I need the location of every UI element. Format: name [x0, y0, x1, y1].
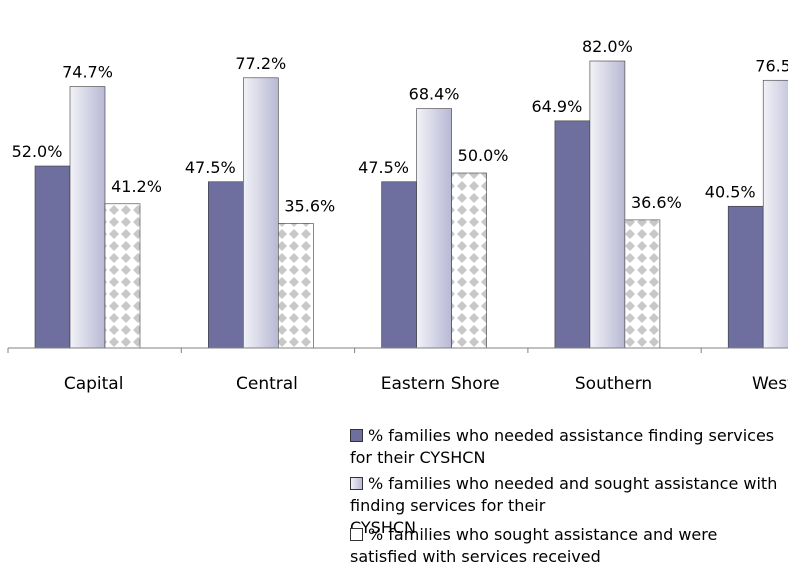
data-label-s3-capital: 41.2%	[111, 177, 162, 196]
legend-item-2: % families who needed and sought assista…	[350, 473, 788, 539]
bar-s3-southern	[624, 219, 661, 349]
legend-label-2-line1: % families who needed and sought assista…	[350, 474, 778, 515]
legend-swatch-2	[350, 477, 363, 490]
category-label-capital: Capital	[64, 374, 124, 394]
bar-s1-southern	[554, 120, 591, 349]
bar-s3-capital	[104, 203, 141, 349]
legend-swatch-1	[350, 429, 363, 442]
data-label-s2-western: 76.5%	[755, 56, 788, 75]
legend-item-1: % families who needed assistance finding…	[350, 425, 788, 469]
data-label-s2-eastern-shore: 68.4%	[409, 85, 460, 104]
bar-s1-capital	[34, 165, 71, 349]
bar-s2-western	[762, 79, 788, 349]
bar-s1-western	[727, 205, 764, 349]
category-label-central: Central	[236, 374, 298, 394]
legend-swatch-3	[350, 528, 363, 541]
data-label-s2-southern: 82.0%	[582, 37, 633, 56]
category-label-eastern-shore: Eastern Shore	[381, 374, 500, 394]
data-label-s1-central: 47.5%	[185, 158, 236, 177]
bar-s2-capital	[69, 86, 106, 349]
data-label-s3-central: 35.6%	[284, 196, 335, 215]
data-label-s3-southern: 36.6%	[631, 193, 682, 212]
bar-s2-eastern-shore	[416, 108, 452, 349]
bar-s1-central	[208, 181, 244, 349]
bar-s3-eastern-shore	[451, 172, 487, 349]
category-label-western: Western	[752, 374, 788, 394]
legend-item-3: % families who sought assistance and wer…	[350, 524, 788, 568]
data-label-s2-central: 77.2%	[235, 54, 286, 73]
bar-s2-southern	[589, 60, 626, 349]
bar-s3-central	[277, 223, 314, 349]
category-label-southern: Southern	[575, 374, 652, 394]
legend-label-1: % families who needed assistance finding…	[350, 426, 775, 467]
legend-label-3: % families who sought assistance and wer…	[350, 525, 718, 566]
bar-s1-eastern-shore	[381, 181, 417, 349]
data-label-s2-capital: 74.7%	[62, 63, 113, 82]
data-label-s3-eastern-shore: 50.0%	[458, 146, 509, 165]
data-label-s1-southern: 64.9%	[531, 97, 582, 116]
bar-s2-central	[243, 77, 279, 349]
bar-chart: 52.0% 74.7% 41.2% 47.5% 77.2% 35.6% 47.5% 68.4%…	[7, 37, 788, 394]
data-label-s1-western: 40.5%	[705, 182, 756, 201]
legend-label-2-line2: CYSHCN	[350, 518, 416, 537]
data-label-s1-capital: 52.0%	[12, 142, 63, 161]
data-label-s1-eastern-shore: 47.5%	[358, 158, 409, 177]
